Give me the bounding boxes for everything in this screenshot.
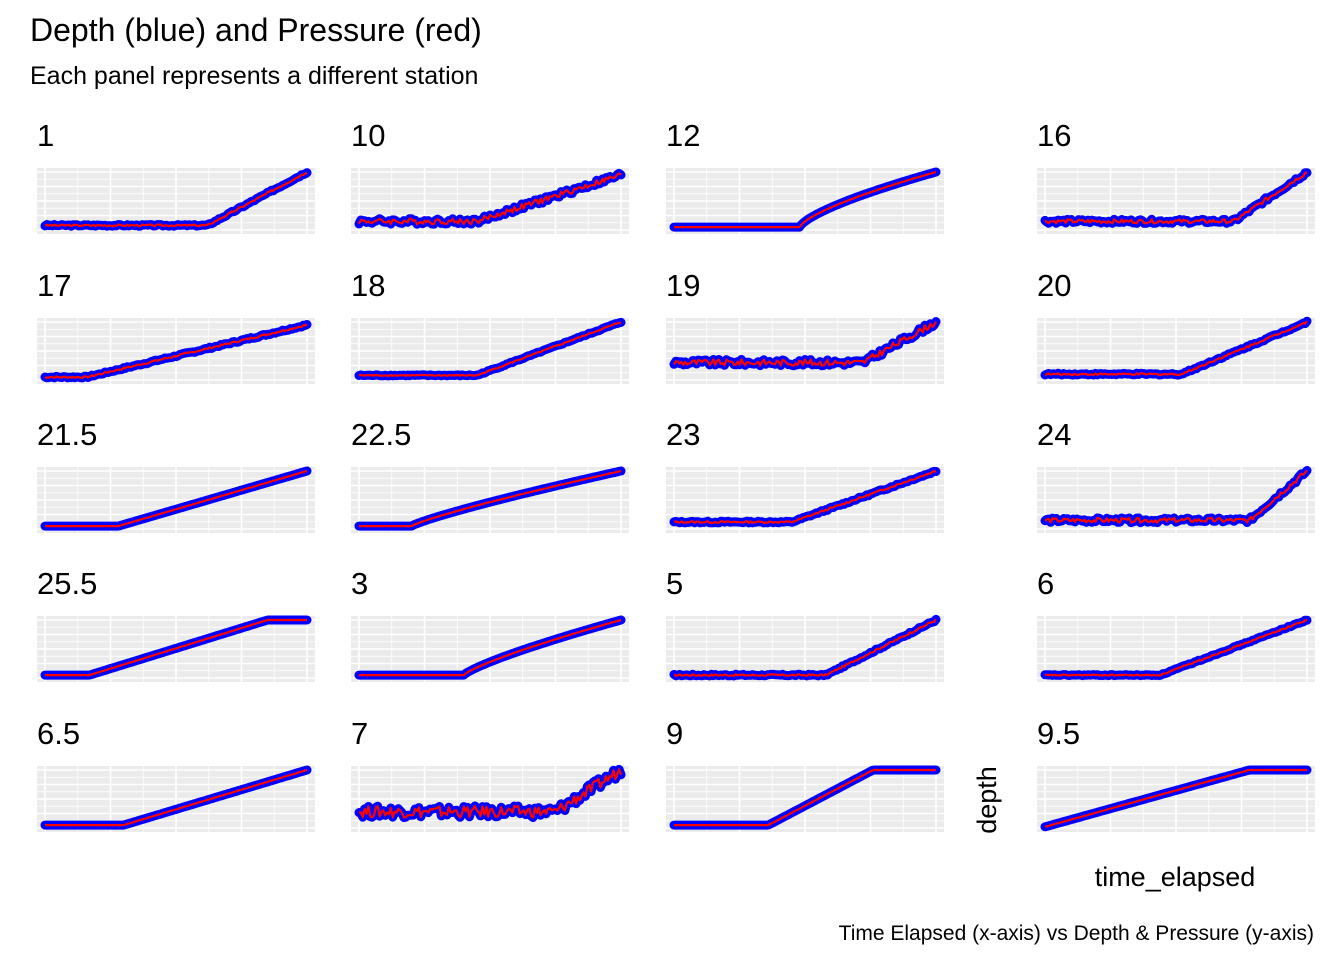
facet-label: 18 [351, 268, 385, 303]
pressure-line [673, 321, 937, 367]
pressure-line [359, 469, 622, 528]
facet-panel: 10 [351, 118, 629, 234]
facet-panel: 22.5 [351, 417, 629, 533]
pressure-line [1044, 320, 1308, 377]
chart-subtitle: Each panel represents a different statio… [30, 62, 478, 90]
pressure-line [1044, 171, 1308, 225]
facet-panel: 20 [1037, 268, 1315, 384]
facet-label: 17 [37, 268, 71, 303]
facet-panel: 21.5 [37, 417, 315, 533]
facet-panel: 6.5 [37, 716, 315, 832]
pressure-line [1044, 768, 1307, 828]
facet-panel: 25.5 [37, 566, 315, 682]
x-axis-title: time_elapsed [1095, 862, 1256, 892]
facet-panel: 12 [666, 118, 944, 234]
facet-panel: 23 [666, 417, 944, 533]
pressure-line [45, 768, 308, 827]
facet-label: 7 [351, 716, 368, 751]
facet-label: 16 [1037, 118, 1071, 153]
facet-label: 20 [1037, 268, 1071, 303]
facet-label: 23 [666, 417, 700, 452]
facet-panel: 5 [666, 566, 944, 682]
facet-panel: 16 [1037, 118, 1315, 234]
facet-label: 22.5 [351, 417, 411, 452]
facet-panel: 9.5 [1037, 716, 1315, 832]
pressure-line [45, 469, 308, 528]
pressure-line [44, 171, 308, 228]
facet-label: 1 [37, 118, 54, 153]
pressure-line [359, 618, 622, 677]
y-axis-title: depth [972, 766, 1002, 834]
facet-label: 9.5 [1037, 716, 1080, 751]
facet-label: 6 [1037, 566, 1054, 601]
facet-panels: 1 10 12 16 17 18 19 20 21.5 22.5 23 24 25.5 3 5 6 6.5 7 9 9… [37, 118, 1315, 832]
pressure-line [1044, 469, 1308, 524]
facet-panel: 18 [351, 268, 629, 384]
facet-label: 24 [1037, 417, 1071, 452]
facet-label: 25.5 [37, 566, 97, 601]
panel-gridlines [1037, 766, 1315, 832]
facet-panel: 7 [351, 716, 629, 832]
facet-panel: 19 [666, 268, 944, 384]
facet-label: 10 [351, 118, 385, 153]
pressure-line [1044, 619, 1308, 677]
facet-label: 9 [666, 716, 683, 751]
pressure-line [673, 618, 937, 677]
facet-label: 19 [666, 268, 700, 303]
chart-caption: Time Elapsed (x-axis) vs Depth & Pressur… [839, 922, 1314, 945]
facet-label: 3 [351, 566, 368, 601]
facet-label: 6.5 [37, 716, 80, 751]
pressure-line [358, 321, 622, 377]
facet-panel: 3 [351, 566, 629, 682]
facet-panel: 17 [37, 268, 315, 384]
facet-panel: 9 [666, 716, 944, 832]
facet-panel: 1 [37, 118, 315, 234]
pressure-line [673, 470, 937, 524]
facet-panel: 6 [1037, 566, 1315, 682]
pressure-line [358, 172, 622, 226]
facet-label: 21.5 [37, 417, 97, 452]
pressure-line [674, 768, 936, 827]
pressure-line [358, 768, 623, 819]
facet-label: 12 [666, 118, 700, 153]
pressure-line [45, 618, 307, 677]
facet-label: 5 [666, 566, 683, 601]
pressure-line [674, 170, 937, 229]
pressure-line [44, 323, 308, 379]
facet-panel: 24 [1037, 417, 1315, 533]
chart-title: Depth (blue) and Pressure (red) [30, 12, 482, 48]
panel-gridlines [351, 318, 629, 384]
